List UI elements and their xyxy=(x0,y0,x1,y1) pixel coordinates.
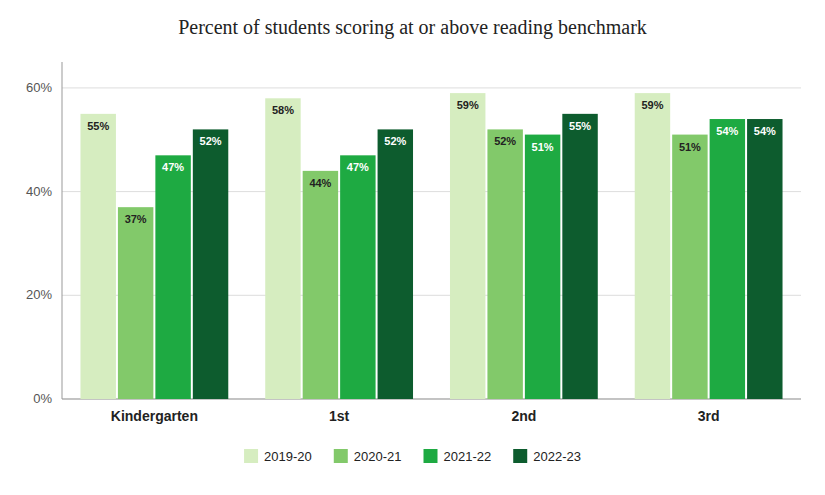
data-label: 55% xyxy=(569,120,591,132)
bar xyxy=(450,93,485,399)
bar xyxy=(303,171,338,399)
data-label: 54% xyxy=(754,125,776,137)
legend-label: 2022-23 xyxy=(533,449,581,464)
y-tick-label: 60% xyxy=(26,80,52,95)
data-label: 59% xyxy=(641,99,663,111)
data-label: 52% xyxy=(384,135,406,147)
bar xyxy=(378,129,413,399)
legend-swatch xyxy=(334,449,348,463)
data-label: 58% xyxy=(272,104,294,116)
bar xyxy=(155,155,190,399)
bar xyxy=(193,129,228,399)
legend-swatch xyxy=(244,449,258,463)
data-label: 37% xyxy=(125,213,147,225)
bar xyxy=(340,155,375,399)
legend-item: 2020-21 xyxy=(334,449,402,464)
data-label: 51% xyxy=(532,141,554,153)
legend: 2019-20 2020-21 2021-22 2022-23 xyxy=(244,449,581,464)
legend-label: 2021-22 xyxy=(444,449,492,464)
data-label: 54% xyxy=(716,125,738,137)
data-label: 44% xyxy=(309,177,331,189)
bars xyxy=(80,93,782,399)
data-label: 51% xyxy=(679,141,701,153)
legend-swatch xyxy=(424,449,438,463)
data-label: 59% xyxy=(457,99,479,111)
y-tick-label: 20% xyxy=(26,287,52,302)
x-tick-label: 3rd xyxy=(698,408,720,424)
bar xyxy=(80,114,115,399)
y-tick-label: 0% xyxy=(33,391,52,406)
x-tick-label: Kindergarten xyxy=(111,408,198,424)
legend-label: 2020-21 xyxy=(354,449,402,464)
x-tick-label: 2nd xyxy=(511,408,536,424)
y-tick-label: 40% xyxy=(26,184,52,199)
legend-item: 2022-23 xyxy=(513,449,581,464)
grid-line xyxy=(62,87,801,88)
legend-swatch xyxy=(513,449,527,463)
bar xyxy=(672,135,707,399)
bar xyxy=(710,119,745,399)
bar xyxy=(562,114,597,399)
legend-item: 2019-20 xyxy=(244,449,312,464)
x-tick-label: 1st xyxy=(329,408,350,424)
data-label: 47% xyxy=(347,161,369,173)
data-label: 47% xyxy=(162,161,184,173)
legend-item: 2021-22 xyxy=(424,449,492,464)
bar xyxy=(635,93,670,399)
bar xyxy=(747,119,782,399)
grid xyxy=(62,88,801,399)
chart: Percent of students scoring at or above … xyxy=(0,0,825,495)
data-label: 52% xyxy=(200,135,222,147)
bar xyxy=(265,98,300,399)
bar xyxy=(487,129,522,399)
legend-label: 2019-20 xyxy=(264,449,312,464)
bar xyxy=(118,207,153,399)
data-label: 52% xyxy=(494,135,516,147)
y-axis-line xyxy=(62,62,63,399)
bar xyxy=(525,135,560,399)
data-label: 55% xyxy=(87,120,109,132)
title: Percent of students scoring at or above … xyxy=(178,16,647,39)
data-labels: 55% 37% 47% 52% 58% 44% 47% 52% 59% 52% 51% 55% 59% 5… xyxy=(87,99,776,225)
